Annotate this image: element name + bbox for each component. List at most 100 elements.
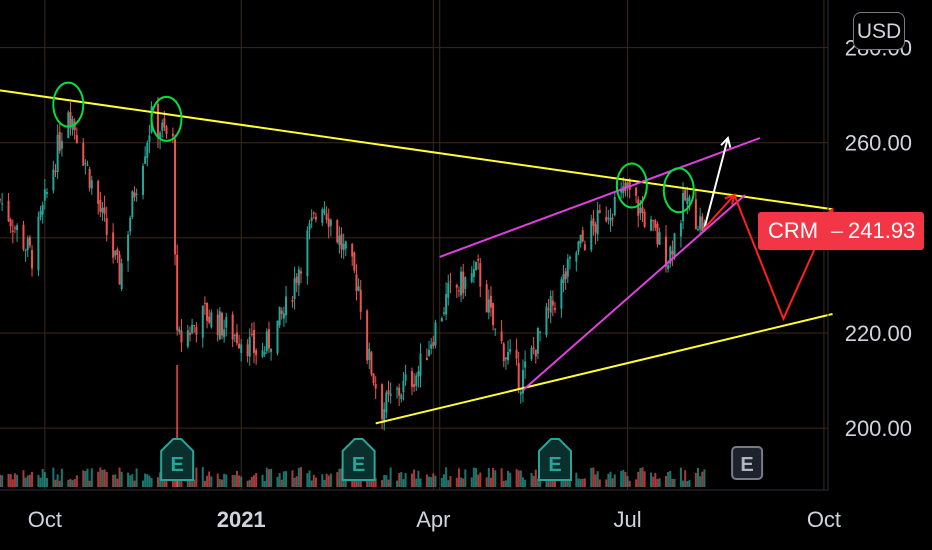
candle-body	[112, 232, 115, 258]
time-tick-label: Oct	[28, 507, 62, 532]
candle-body	[278, 306, 281, 326]
earnings-marker[interactable]: E	[537, 438, 572, 481]
candle-body	[682, 193, 685, 221]
volume-bar	[240, 476, 243, 487]
candle-body	[39, 211, 42, 218]
candle-body	[321, 209, 324, 223]
volume-bar	[658, 478, 661, 487]
candle-body	[103, 207, 106, 215]
volume-bar	[39, 477, 42, 487]
candle-body	[276, 320, 279, 354]
candle-body	[402, 380, 405, 393]
volume-bar	[385, 475, 388, 487]
candle-body	[7, 200, 10, 222]
candle-body	[536, 327, 539, 354]
candle-body	[492, 302, 495, 326]
candle-body	[163, 118, 166, 128]
candle-body	[101, 207, 104, 213]
candle-body	[114, 250, 117, 256]
candle-body	[434, 322, 437, 346]
volume-bar	[135, 468, 138, 487]
earnings-marker-label: E	[170, 454, 183, 476]
volume-bar	[517, 470, 520, 487]
volume-bar	[684, 470, 687, 487]
candle-body	[387, 390, 390, 394]
volume-bar	[464, 469, 467, 487]
candle-body	[261, 350, 264, 357]
volume-bar	[43, 472, 46, 487]
volume-bar	[596, 471, 599, 487]
candle-body	[297, 269, 300, 286]
candle-body	[193, 325, 196, 327]
volume-bar	[75, 475, 78, 487]
volume-bar	[99, 467, 102, 487]
candle-body	[342, 243, 345, 251]
currency-button[interactable]: USD	[853, 12, 905, 50]
volume-bar	[428, 476, 431, 487]
candle-body	[626, 182, 629, 188]
candle-body	[71, 119, 74, 130]
candle-body	[45, 192, 48, 194]
volume-bar	[475, 468, 478, 487]
candle-body	[583, 244, 586, 251]
volume-bar	[639, 468, 642, 487]
candle-body	[195, 327, 198, 335]
volume-bar	[697, 467, 700, 487]
candle-body	[605, 216, 608, 222]
earnings-marker[interactable]: E	[731, 446, 764, 480]
volume-bar	[404, 473, 407, 487]
candle-body	[515, 349, 518, 359]
candle-body	[60, 141, 63, 149]
candle-body	[372, 373, 375, 384]
candle-body	[312, 212, 315, 214]
candle-body	[282, 313, 285, 319]
candle-body	[99, 199, 102, 212]
volume-bar	[415, 478, 418, 487]
earnings-marker[interactable]: E	[160, 438, 195, 481]
candle-body	[449, 281, 452, 283]
projection-path	[703, 193, 834, 322]
candle-body	[210, 312, 213, 328]
volume-bar	[41, 468, 44, 487]
candle-body	[248, 336, 251, 357]
volume-bar	[233, 475, 236, 487]
bullish-arrow	[703, 137, 729, 229]
volume-bar	[637, 471, 640, 487]
candle-body	[133, 192, 136, 198]
volume-bar	[594, 474, 597, 487]
volume-bar	[37, 474, 40, 487]
volume-bar	[276, 476, 279, 487]
volume-bar	[613, 474, 616, 487]
volume-bar	[515, 469, 518, 487]
candle-body	[116, 249, 119, 255]
candle-body	[389, 393, 392, 396]
volume-bar	[699, 476, 702, 487]
earnings-marker[interactable]: E	[341, 438, 376, 481]
candle-body	[267, 329, 270, 349]
volume-bar	[206, 475, 209, 487]
candle-body	[504, 357, 507, 360]
volume-bar	[432, 473, 435, 487]
candle-body	[598, 210, 601, 213]
volume-bar	[97, 471, 100, 487]
candle-body	[28, 236, 31, 246]
candle-body	[129, 217, 132, 232]
projection-arrow-head	[724, 193, 736, 206]
volume-bar	[500, 468, 503, 487]
volume-bar	[142, 480, 145, 487]
candle-body	[24, 249, 27, 251]
candle-body	[613, 196, 616, 216]
candlesticks	[0, 97, 706, 431]
volume-bar	[114, 474, 117, 487]
volume-bar	[667, 472, 670, 487]
volume-bar	[383, 474, 386, 487]
time-axis[interactable]: Oct 2021 Apr Jul Oct	[28, 507, 841, 532]
time-tick-label: 2021	[217, 507, 266, 532]
candle-body	[620, 188, 623, 193]
volume-bar	[396, 480, 399, 487]
volume-bar	[650, 472, 653, 487]
candle-body	[308, 223, 311, 230]
candle-body	[440, 318, 443, 322]
volume-bar	[656, 478, 659, 487]
